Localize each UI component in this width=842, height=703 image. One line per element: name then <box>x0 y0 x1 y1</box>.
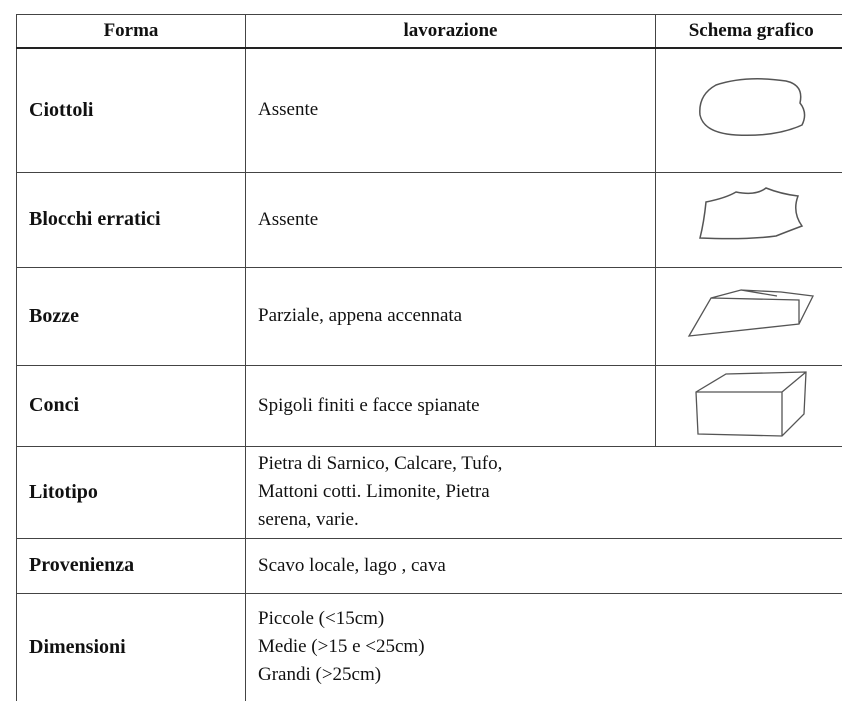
form-cell: Conci <box>16 364 246 447</box>
form-cell: Provenienza <box>16 537 246 594</box>
lavorazione-cell: Spigoli finiti e facce spianate <box>245 364 656 447</box>
text-line: Pietra di Sarnico, Calcare, Tufo, <box>258 453 503 474</box>
table-row: Conci Spigoli finiti e facce spianate <box>16 364 842 447</box>
form-cell: Blocchi erratici <box>16 171 246 268</box>
sketch <box>688 288 815 337</box>
table-row: Provenienza Scavo locale, lago , cava <box>16 537 842 594</box>
table-body: Ciottoli Assente Blocchi erratici Assente Bo… <box>16 47 842 701</box>
header-cell: lavorazione <box>245 14 656 49</box>
form-cell: Ciottoli <box>16 47 246 173</box>
table-row: Ciottoli Assente <box>16 47 842 173</box>
sketch-cell <box>655 47 842 173</box>
header-cell: Forma <box>16 14 246 49</box>
text-line: Scavo locale, lago , cava <box>258 554 446 576</box>
text-line: Medie (>15 e <25cm) <box>258 636 425 658</box>
text-line: Spigoli finiti e facce spianate <box>258 394 480 416</box>
text-line: Grandi (>25cm) <box>258 664 382 686</box>
text-line: Piccole (<15cm) <box>258 608 385 630</box>
lavorazione-cell: Parziale, appena accennata <box>245 266 656 366</box>
table-row: Bozze Parziale, appena accennata <box>16 266 842 366</box>
text-line: Mattoni cotti. Limonite, Pietra <box>258 481 490 502</box>
form-cell: Dimensioni <box>16 592 246 701</box>
sketch-cell <box>655 266 842 366</box>
header-row: Forma lavorazione Schema grafico <box>16 14 842 49</box>
lavorazione-cell: Scavo locale, lago , cava <box>245 537 842 594</box>
text-line: Assente <box>258 208 319 230</box>
sketch <box>699 77 806 136</box>
lavorazione-cell: Assente <box>245 47 656 173</box>
sketch-cell <box>655 364 842 447</box>
stone-table: Forma lavorazione Schema grafico Ciottol… <box>16 14 842 701</box>
lavorazione-cell: Piccole (<15cm) Medie (>15 e <25cm) Grandi… <box>245 592 842 701</box>
lavorazione-cell: Assente <box>245 171 656 268</box>
form-cell: Litotipo <box>16 445 246 539</box>
lavorazione-cell: Pietra di Sarnico, Calcare, Tufo, Mattoni… <box>245 445 842 539</box>
sketch-cell <box>655 171 842 268</box>
table-row: Dimensioni Piccole (<15cm) Medie (>15 e <2… <box>16 592 842 701</box>
sketch <box>695 370 807 437</box>
header-cell: Schema grafico <box>655 14 842 49</box>
table-row: Litotipo Pietra di Sarnico, Calcare, Tufo… <box>16 445 842 539</box>
text-line: Assente <box>258 99 319 121</box>
table-row: Blocchi erratici Assente <box>16 171 842 268</box>
form-cell: Bozze <box>16 266 246 366</box>
text-line: serena, varie. <box>258 509 359 530</box>
sketch <box>699 187 804 240</box>
text-line: Parziale, appena accennata <box>258 305 463 326</box>
